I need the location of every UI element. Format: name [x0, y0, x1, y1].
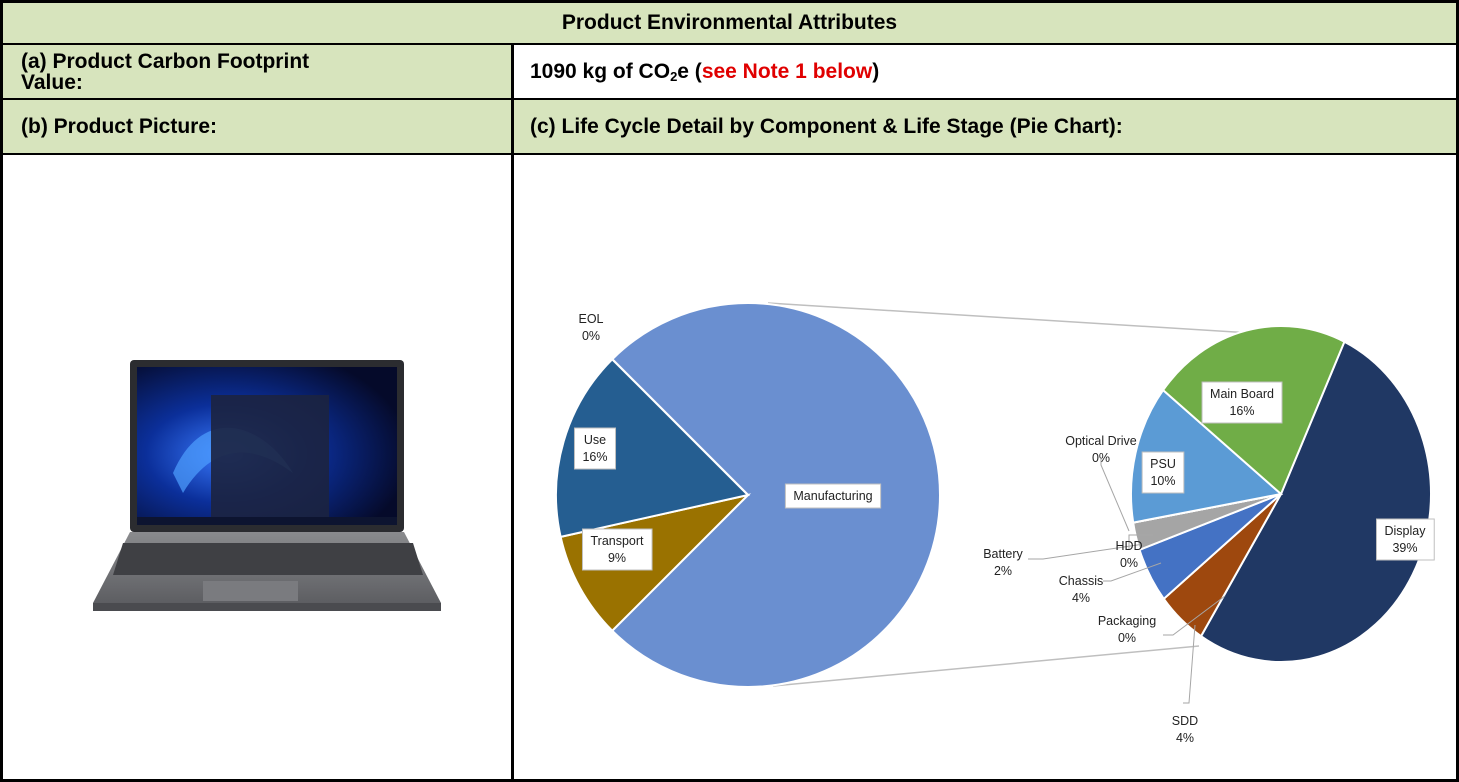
value-label: 4%: [1072, 591, 1090, 605]
page: Product Environmental Attributes (a) Pro…: [0, 0, 1459, 782]
label-text: Chassis 4%: [1059, 574, 1103, 605]
taskbar: [137, 517, 397, 525]
label-text: Packaging 0%: [1098, 614, 1156, 645]
slice-label: Transport 9%: [582, 529, 652, 570]
slice-label: Display 39%: [1377, 519, 1435, 560]
label-text: Manufacturing: [793, 489, 872, 503]
category-name: Manufacturing: [793, 489, 872, 503]
value-label: 9%: [608, 551, 626, 565]
category-name: Battery: [983, 547, 1023, 561]
leader-line: [1101, 459, 1129, 531]
slice-label: Use 16%: [574, 428, 615, 469]
laptop-picture: [93, 360, 441, 611]
category-name: HDD: [1115, 539, 1142, 553]
category-name: Packaging: [1098, 614, 1156, 628]
category-name: EOL: [578, 312, 603, 326]
slice-label: Manufacturing: [785, 484, 880, 508]
start-menu: [211, 395, 329, 523]
category-name: PSU: [1150, 457, 1176, 471]
label-text: EOL 0%: [578, 312, 603, 343]
label-text: Optical Drive 0%: [1065, 434, 1137, 465]
category-name: Display: [1385, 524, 1427, 538]
keyboard: [113, 543, 423, 575]
leader-line: [1183, 625, 1195, 703]
value-label: 0%: [1118, 631, 1136, 645]
pie-chart: Manufacturing Transport 9% Use 16% EOL 0% Displ…: [556, 303, 1434, 745]
value-label: 0%: [582, 329, 600, 343]
content: Manufacturing Transport 9% Use 16% EOL 0% Displ…: [3, 3, 1456, 779]
value-label: 39%: [1392, 541, 1417, 555]
label-text: Battery 2%: [983, 547, 1023, 578]
category-name: SDD: [1172, 714, 1198, 728]
slice-label: PSU 10%: [1142, 452, 1184, 493]
slice-label: SDD 4%: [1172, 625, 1198, 745]
slice-label: Main Board 16%: [1202, 382, 1282, 423]
label-text: SDD 4%: [1172, 714, 1198, 745]
category-name: Optical Drive: [1065, 434, 1137, 448]
value-label: 2%: [994, 564, 1012, 578]
value-label: 0%: [1092, 451, 1110, 465]
value-label: 16%: [1229, 404, 1254, 418]
slice-label: Optical Drive 0%: [1065, 434, 1137, 531]
slice-label: Chassis 4%: [1059, 563, 1161, 605]
category-name: Chassis: [1059, 574, 1103, 588]
value-label: 0%: [1120, 556, 1138, 570]
value-label: 10%: [1150, 474, 1175, 488]
category-name: Main Board: [1210, 387, 1274, 401]
laptop-edge: [93, 603, 441, 611]
touchpad: [203, 581, 298, 601]
slice-label: EOL 0%: [578, 312, 603, 343]
value-label: 4%: [1176, 731, 1194, 745]
category-name: Transport: [590, 534, 644, 548]
label-text: HDD 0%: [1115, 539, 1142, 570]
value-label: 16%: [582, 450, 607, 464]
category-name: Use: [584, 433, 606, 447]
